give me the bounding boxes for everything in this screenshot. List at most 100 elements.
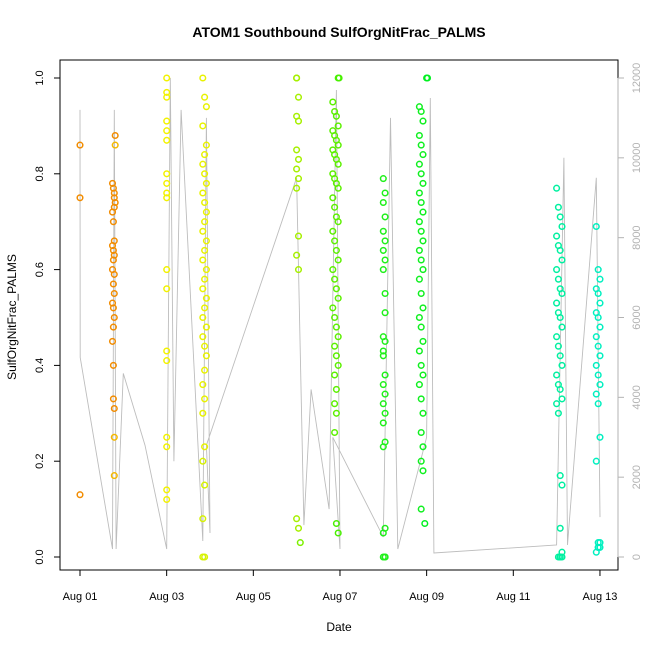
- x-tick-label: Aug 03: [149, 591, 184, 603]
- data-point: [419, 117, 427, 125]
- data-point: [419, 266, 427, 274]
- series-group: [421, 74, 432, 528]
- data-point: [294, 155, 303, 163]
- data-point: [108, 208, 117, 216]
- x-tick-label: Aug 01: [63, 591, 98, 603]
- data-point: [201, 93, 209, 101]
- data-point: [202, 179, 210, 187]
- data-point: [163, 127, 171, 135]
- data-point: [553, 184, 561, 192]
- data-point: [199, 333, 207, 341]
- data-point: [556, 472, 564, 480]
- data-point: [417, 107, 425, 116]
- data-point: [202, 323, 210, 331]
- data-point: [163, 433, 171, 441]
- data-point: [201, 443, 209, 451]
- data-point: [415, 347, 423, 355]
- data-point: [558, 222, 566, 231]
- data-point: [556, 313, 564, 322]
- data-point: [423, 74, 432, 82]
- data-point: [199, 189, 207, 197]
- data-point: [202, 352, 210, 360]
- data-point: [202, 237, 210, 245]
- data-point: [379, 227, 387, 235]
- series-group: [332, 74, 343, 537]
- data-point: [594, 266, 602, 274]
- series-group: [199, 457, 209, 561]
- data-point: [334, 361, 342, 369]
- data-point: [419, 443, 427, 451]
- data-point: [381, 553, 389, 561]
- data-point: [293, 184, 301, 192]
- data-point: [199, 409, 207, 417]
- data-point: [419, 371, 427, 379]
- data-point: [381, 213, 389, 221]
- x-tick-label: Aug 09: [409, 591, 444, 603]
- data-point: [417, 227, 425, 235]
- data-point: [558, 323, 566, 331]
- data-point: [163, 179, 171, 187]
- data-point: [201, 218, 209, 226]
- data-point: [199, 122, 207, 130]
- data-point: [332, 246, 340, 254]
- data-point: [381, 309, 389, 317]
- data-point: [109, 361, 117, 369]
- data-point: [331, 342, 339, 350]
- data-point: [419, 151, 427, 159]
- data-point: [199, 553, 207, 561]
- data-point: [332, 352, 340, 360]
- data-point: [596, 539, 604, 547]
- data-point: [596, 323, 604, 331]
- x-axis-label: Date: [326, 620, 352, 634]
- data-point: [331, 371, 339, 379]
- data-point: [332, 385, 340, 393]
- y-tick-label: 0.2: [34, 454, 46, 469]
- x-tick-label: Aug 05: [236, 591, 271, 603]
- data-point: [553, 232, 561, 240]
- points-layer: [76, 74, 604, 561]
- data-point: [163, 74, 171, 82]
- series-group: [329, 98, 342, 437]
- data-point: [331, 203, 339, 211]
- data-point: [294, 175, 303, 183]
- data-point: [199, 74, 207, 82]
- data-point: [415, 381, 423, 389]
- data-point: [329, 227, 337, 235]
- series-group: [163, 74, 171, 504]
- series-group: [76, 131, 119, 499]
- data-point: [331, 275, 339, 283]
- data-point: [554, 342, 562, 350]
- data-point: [381, 289, 389, 298]
- data-point: [415, 131, 423, 140]
- data-point: [199, 457, 207, 465]
- altitude-line: [79, 77, 601, 554]
- data-point: [592, 361, 600, 369]
- data-point: [163, 117, 171, 125]
- data-point: [553, 266, 561, 274]
- data-point: [201, 246, 209, 254]
- data-point: [417, 323, 425, 331]
- data-point: [202, 141, 210, 149]
- data-point: [201, 170, 209, 178]
- data-point: [199, 313, 207, 322]
- data-point: [332, 519, 340, 528]
- data-point: [334, 141, 342, 149]
- data-point: [419, 179, 427, 187]
- data-point: [379, 347, 387, 355]
- data-point: [594, 289, 602, 298]
- y2-tick-label: 12000: [631, 63, 643, 94]
- data-point: [379, 419, 387, 427]
- x-tick-label: Aug 11: [496, 591, 530, 603]
- data-point: [199, 515, 207, 523]
- data-point: [415, 218, 423, 226]
- data-point: [553, 400, 561, 408]
- y-tick-label: 0.0: [34, 549, 46, 564]
- data-point: [111, 141, 119, 149]
- data-point: [331, 400, 339, 408]
- data-point: [293, 165, 301, 173]
- data-point: [558, 361, 566, 369]
- data-point: [558, 256, 566, 264]
- y2-tick-label: 8000: [631, 225, 643, 249]
